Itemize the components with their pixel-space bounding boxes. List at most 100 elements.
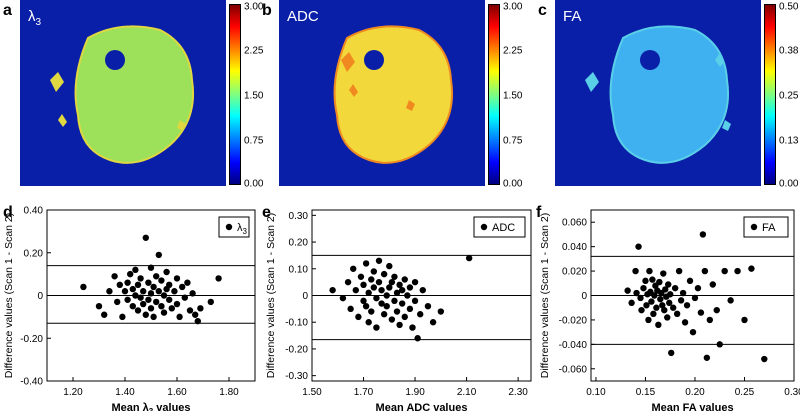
x-axis-label-symbol: λ [143,402,149,411]
x-tick-label: 0.30 [784,387,800,398]
data-point [388,316,396,323]
panel-letter-c: c [538,2,547,19]
data-point [666,299,673,307]
data-point [347,305,354,313]
y-tick-label: -0.20 [285,344,308,355]
data-point [171,288,178,295]
legend-box [473,216,526,238]
data-point [697,309,705,316]
bland-altman-adc: -0.30 -0.20 -0.10 0 0.10 0.20 0.30 1.50 1.70 1.90… [265,209,532,411]
data-point [344,278,352,286]
x-tick-label: 2.10 [457,387,477,398]
data-point [360,281,367,289]
data-point [701,267,709,275]
y-tick-label: -0.020 [559,315,588,326]
data-point [669,304,677,311]
data-point [386,284,393,291]
data-point [401,276,408,283]
data-point [706,316,714,324]
data-point [95,302,103,310]
data-point [648,298,655,305]
data-point [80,283,87,291]
x-axis-label-part: Mean [111,402,142,411]
data-point [355,313,362,321]
data-point [414,335,421,342]
y-tick-label: -0.10 [285,318,308,329]
y-tick-label: -0.040 [559,340,588,351]
data-point [360,297,367,305]
data-point [396,281,403,289]
x-tick-label: 0.10 [586,387,606,398]
data-point [158,277,165,284]
x-axis-label: Mean λ3 values [111,402,190,411]
y-axis-label: Difference values (Scan 1 - Scan 2) [265,213,277,379]
x-axis-label: Mean ADC values [376,402,468,411]
data-point [168,305,175,312]
data-point [176,313,183,321]
panel-letter-d: d [3,204,13,221]
data-point [357,273,365,280]
data-point [691,294,699,302]
colorbar-tick: 1.50 [244,90,264,102]
y-tick-label: 0.10 [289,264,309,275]
y-tick-label: 0.30 [289,211,309,222]
data-point [628,299,635,307]
data-point [147,264,155,271]
data-point [637,294,644,302]
data-point [411,278,419,286]
data-point [215,275,222,282]
data-point [633,289,640,297]
colorbar-lambda3 [229,4,241,185]
data-point [465,254,473,262]
data-point [373,294,380,302]
data-point [362,302,370,310]
data-point [160,292,168,299]
data-point [121,288,129,295]
data-point [398,286,406,294]
colorbar-tick: 2.25 [503,45,523,57]
y-tick-label: -0.20 [20,334,43,345]
data-point [419,286,426,294]
data-point [368,308,375,315]
data-point [179,283,186,291]
data-point [383,292,390,299]
data-point [142,234,149,241]
legend-marker [750,223,758,231]
data-point [694,284,702,292]
data-point [129,285,136,293]
data-point [748,265,755,272]
data-point [134,307,142,314]
fa-map: FA [555,0,761,186]
adc-map: ADC [279,0,485,186]
data-point [393,308,401,315]
data-point [411,297,419,305]
data-point [675,267,683,275]
x-tick-label: 1.60 [167,387,187,398]
data-point [114,298,121,306]
x-tick-label: 0.25 [735,387,755,398]
y-tick-label: 0 [37,291,43,302]
data-point [734,267,741,275]
data-point [137,275,144,282]
data-point [339,294,347,302]
x-axis-label-subscript: 3 [149,407,154,411]
legend-marker [480,223,488,231]
data-point [160,309,168,316]
data-point [368,276,375,283]
legend-label: ADC [492,222,515,234]
legend-box [743,216,789,238]
data-point [375,257,383,264]
panel-letter-f: f [536,204,542,221]
data-point [417,311,424,318]
data-point [147,290,155,297]
data-point [667,291,674,298]
colorbar-tick: 1.50 [503,90,523,102]
data-point [132,266,139,274]
x-tick-label: 1.80 [219,387,239,398]
data-point [101,311,108,318]
y-tick-label: 0 [302,291,308,302]
data-point [155,251,162,259]
x-axis-label: Mean FA values [651,402,733,411]
data-point [370,284,378,291]
data-point [713,306,720,314]
